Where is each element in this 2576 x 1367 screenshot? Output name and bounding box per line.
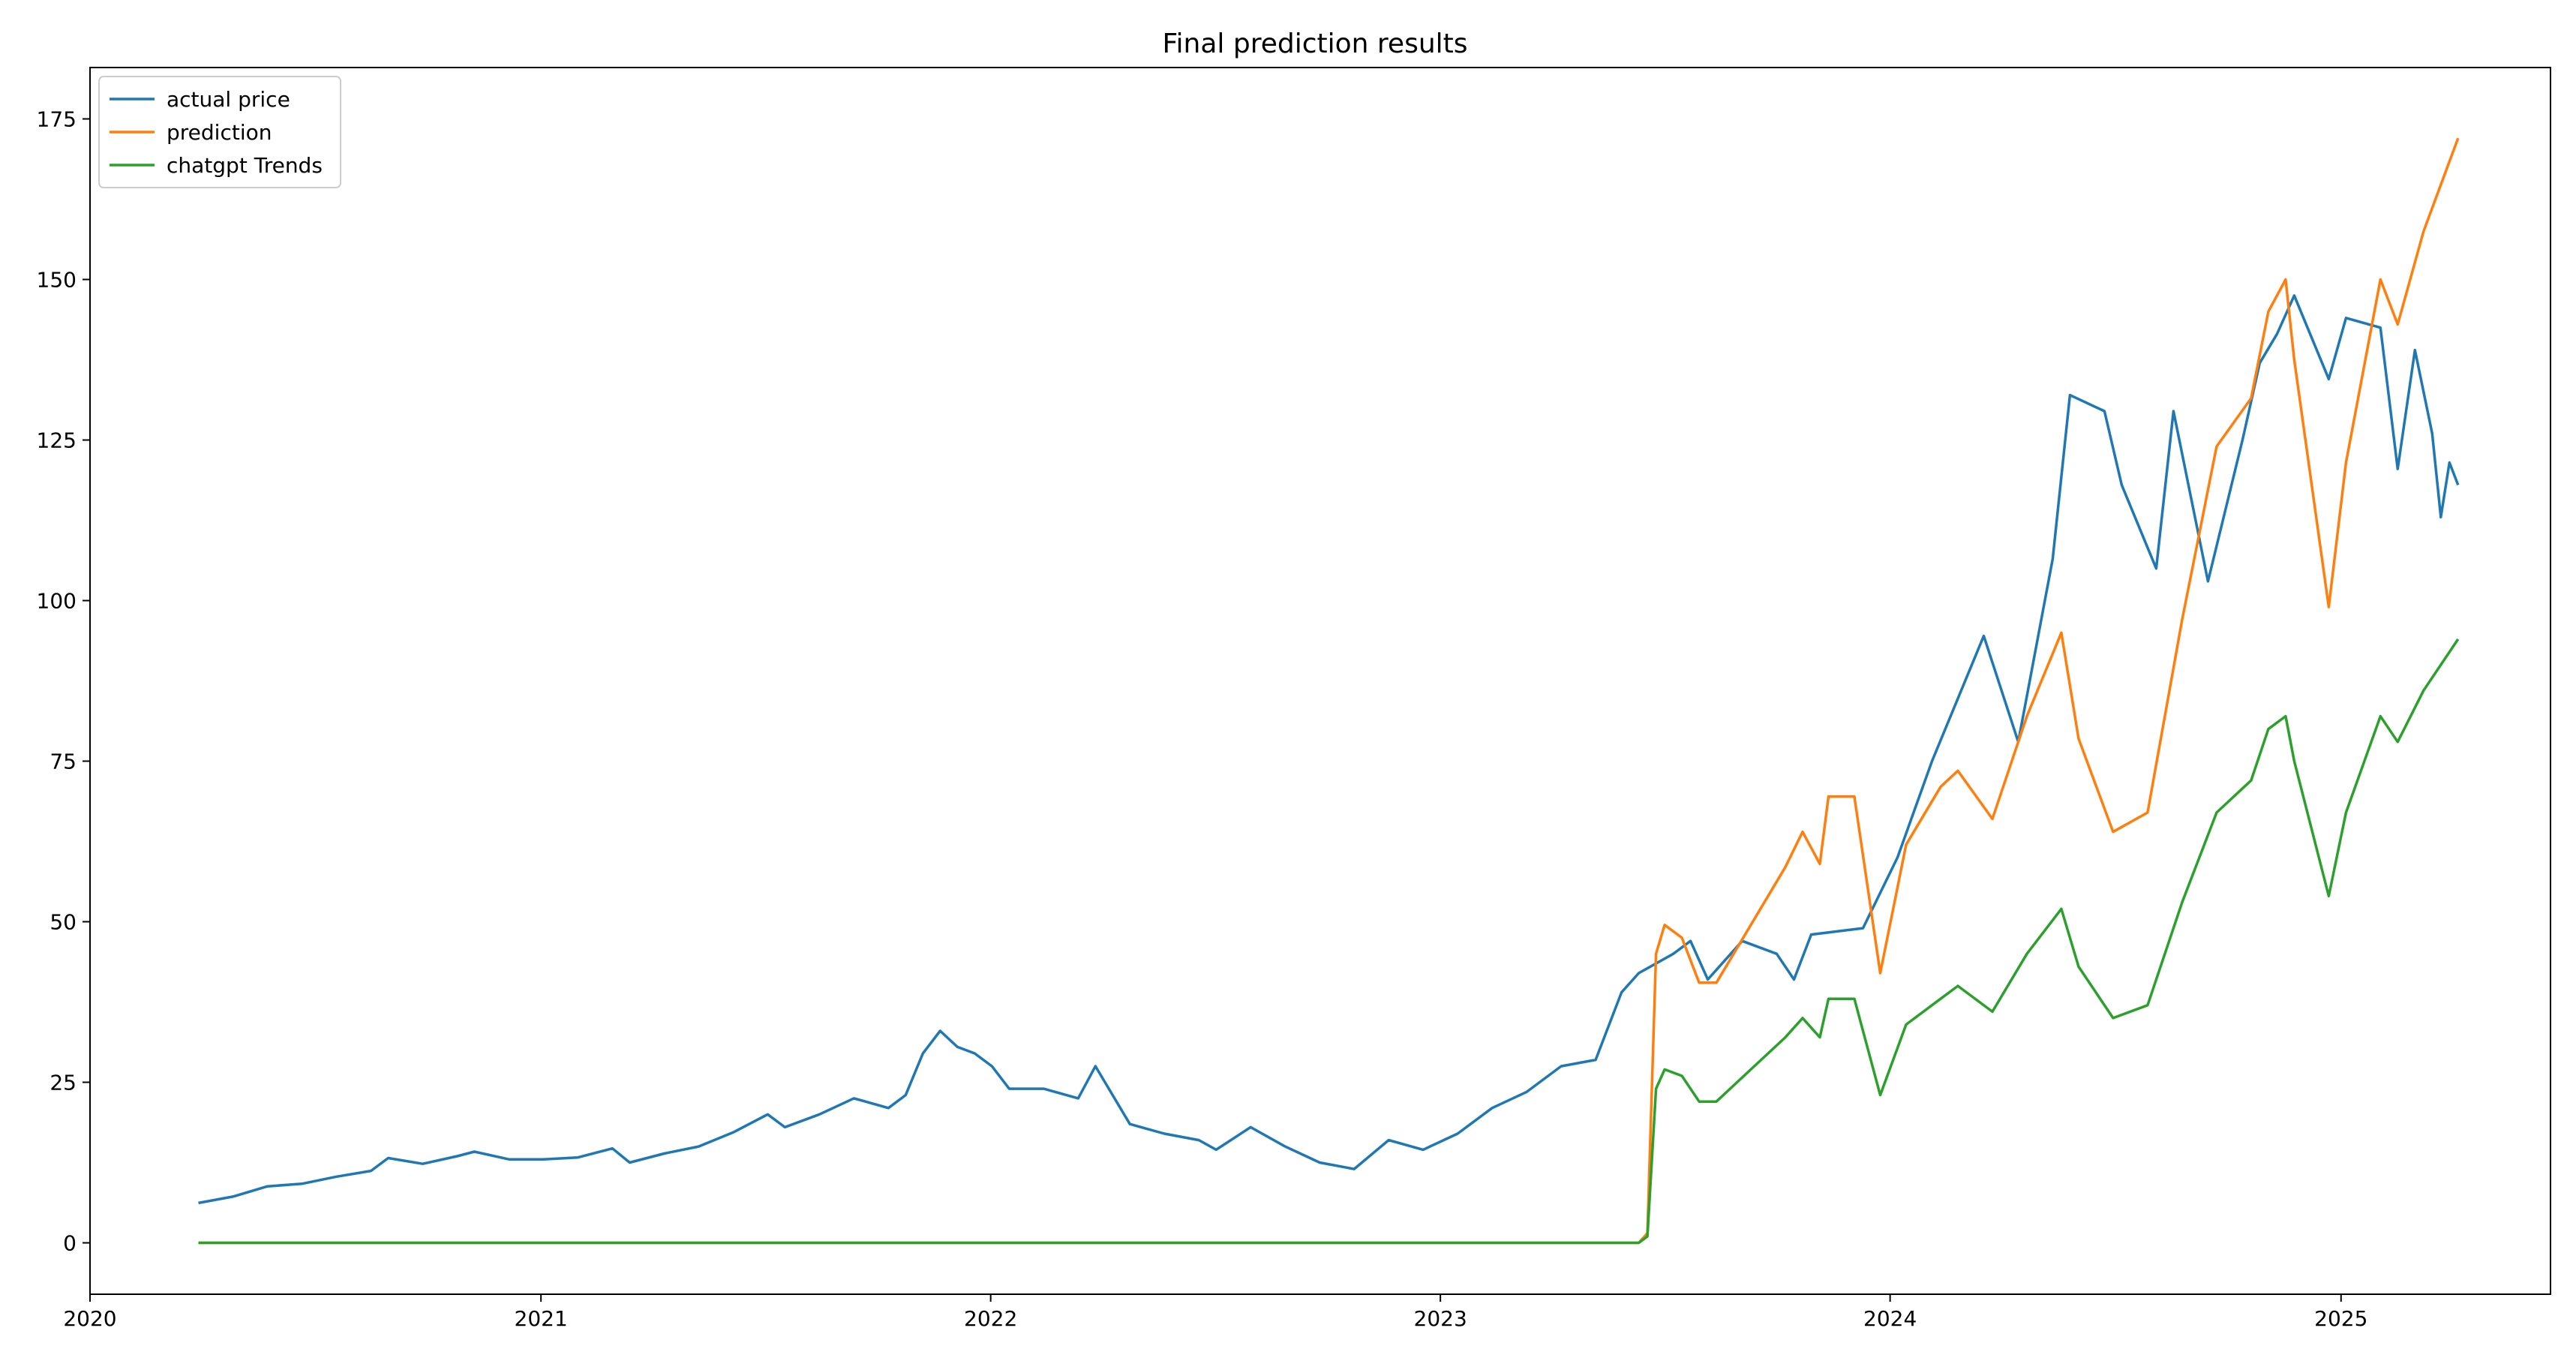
plot-frame bbox=[89, 67, 2551, 1295]
y-tick-label: 175 bbox=[37, 107, 77, 131]
series-line-chatgpt-trends bbox=[198, 638, 2460, 1245]
legend-label: prediction bbox=[167, 120, 272, 145]
legend: actual price prediction chatgpt Trends bbox=[98, 76, 341, 188]
x-tick-label: 2024 bbox=[1863, 1306, 1917, 1331]
chart-title: Final prediction results bbox=[1162, 29, 1467, 59]
x-tick-label: 2023 bbox=[1414, 1306, 1467, 1331]
legend-label: chatgpt Trends bbox=[167, 153, 323, 178]
series-line-actual-price bbox=[198, 294, 2460, 1205]
y-tick-label: 25 bbox=[50, 1071, 77, 1095]
y-tick-label: 125 bbox=[37, 428, 77, 452]
series-lines bbox=[198, 137, 2460, 1245]
y-tick-label: 50 bbox=[50, 910, 77, 935]
x-tick-label: 2021 bbox=[515, 1306, 568, 1331]
y-tick-label: 0 bbox=[63, 1231, 77, 1256]
x-tick-label: 2022 bbox=[964, 1306, 1017, 1331]
legend-label: actual price bbox=[167, 87, 290, 112]
y-tick-label: 100 bbox=[37, 588, 77, 613]
axis-ticks: 2020 2021 2022 2023 2024 2025 0 25 50 75 100 125 150… bbox=[37, 107, 2368, 1331]
y-tick-label: 75 bbox=[50, 750, 77, 774]
x-tick-label: 2020 bbox=[63, 1306, 116, 1331]
y-tick-label: 150 bbox=[37, 267, 77, 292]
legend-box bbox=[98, 76, 341, 188]
series-line-prediction bbox=[198, 137, 2460, 1245]
x-tick-label: 2025 bbox=[2314, 1306, 2367, 1331]
